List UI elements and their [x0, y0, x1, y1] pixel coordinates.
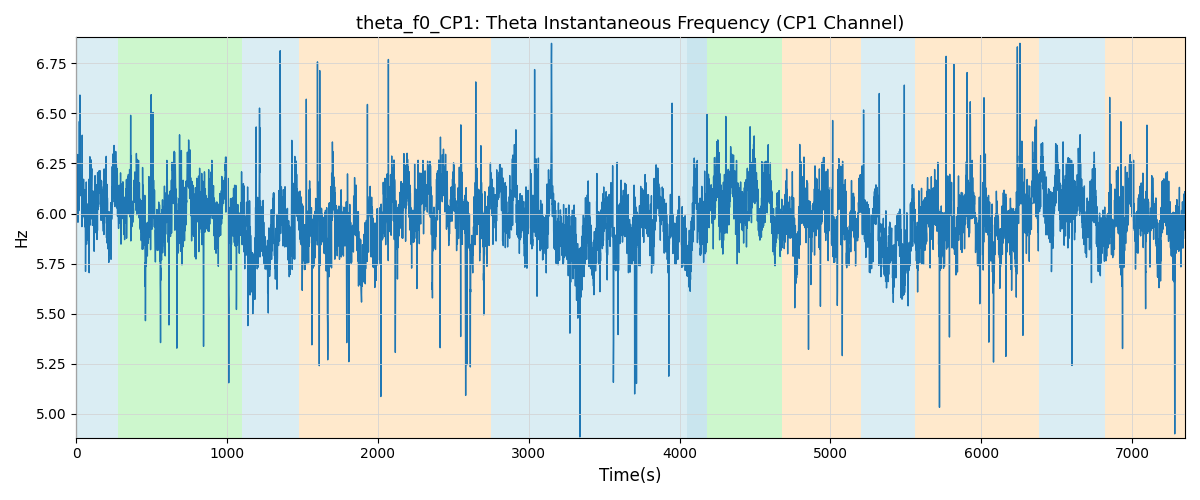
X-axis label: Time(s): Time(s): [599, 467, 661, 485]
Bar: [914, 38, 1039, 438]
Bar: [242, 38, 299, 438]
Bar: [574, 38, 688, 438]
Bar: [688, 38, 707, 438]
Bar: [76, 38, 119, 438]
Bar: [392, 38, 491, 438]
Bar: [860, 38, 914, 438]
Bar: [491, 38, 574, 438]
Bar: [119, 38, 242, 438]
Bar: [707, 38, 782, 438]
Bar: [1105, 38, 1186, 438]
Bar: [1039, 38, 1105, 438]
Title: theta_f0_CP1: Theta Instantaneous Frequency (CP1 Channel): theta_f0_CP1: Theta Instantaneous Freque…: [356, 15, 905, 34]
Bar: [782, 38, 860, 438]
Y-axis label: Hz: Hz: [14, 228, 30, 248]
Bar: [299, 38, 392, 438]
